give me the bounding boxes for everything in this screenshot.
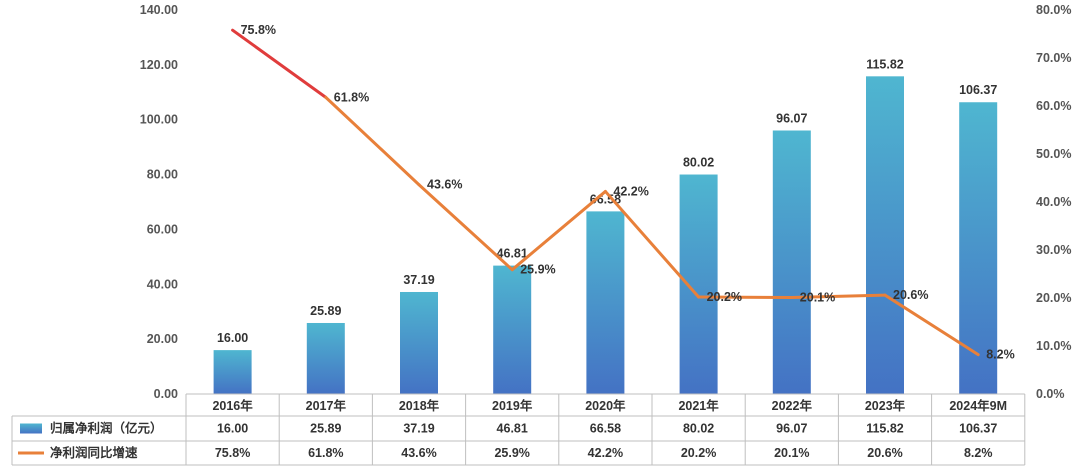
table-cell-value: 75.8%: [215, 446, 250, 460]
bar-data-label: 115.82: [866, 57, 904, 71]
right-axis-tick-label: 10.0%: [1036, 339, 1071, 353]
line-segment: [603, 189, 701, 299]
category-label: 2017年: [306, 398, 347, 413]
table-cell-value: 61.8%: [308, 446, 343, 460]
bar-data-label: 46.81: [497, 247, 528, 261]
bar: [772, 130, 811, 394]
category-label: 2018年: [399, 398, 440, 413]
bar-data-label: 66.58: [590, 192, 621, 206]
category-label: 2021年: [678, 398, 719, 413]
table-cell-value: 66.58: [590, 422, 621, 436]
bar-data-label: 25.89: [310, 304, 341, 318]
category-label: 2016年: [212, 398, 253, 413]
right-axis-tick-label: 80.0%: [1036, 3, 1071, 17]
category-label: 2020年: [585, 398, 626, 413]
left-axis-tick-label: 0.00: [154, 387, 178, 401]
line-data-label: 20.6%: [893, 288, 928, 302]
legend-bar-swatch: [20, 423, 42, 434]
table-cell-value: 16.00: [217, 422, 248, 436]
line-data-label: 61.8%: [334, 90, 369, 104]
category-label: 2023年: [865, 398, 906, 413]
bar: [586, 211, 625, 394]
right-axis: 0.0% 10.0% 20.0% 30.0% 40.0% 50.0% 60.0% 70.0% 8…: [1036, 3, 1071, 401]
left-axis-tick-label: 40.00: [147, 277, 178, 291]
category-label: 2024年9M: [949, 398, 1007, 413]
table-cell-value: 80.02: [683, 422, 714, 436]
table-cell-value: 96.07: [776, 422, 807, 436]
legend-series-name: 归属净利润（亿元）: [50, 421, 163, 436]
line-segment: [510, 189, 607, 272]
table-cell-value: 106.37: [959, 422, 997, 436]
line-data-label: 8.2%: [986, 348, 1015, 362]
table-cell-value: 43.6%: [401, 446, 436, 460]
table-cell-value: 25.89: [310, 422, 341, 436]
line-data-label: 75.8%: [241, 23, 276, 37]
data-table: 2016年 2017年 2018年 2019年 2020年 2021年 2022年 2023年…: [11, 393, 1026, 466]
left-axis-tick-label: 80.00: [147, 168, 178, 182]
right-axis-tick-label: 70.0%: [1036, 51, 1071, 65]
line-data-label: 20.2%: [707, 290, 742, 304]
line-segment: [790, 293, 887, 300]
bar-data-label: 37.19: [403, 273, 434, 287]
legend-series-name: 净利润同比增速: [50, 445, 138, 460]
table-cell-value: 25.9%: [494, 446, 529, 460]
line-segment: [231, 28, 328, 99]
category-label: 2022年: [772, 398, 813, 413]
bar-data-label: 106.37: [959, 83, 997, 97]
line-data-label: 42.2%: [613, 184, 648, 198]
left-axis-tick-label: 140.00: [140, 3, 178, 17]
table-cell-value: 20.1%: [774, 446, 809, 460]
category-label: 2019年: [492, 398, 533, 413]
bar: [679, 174, 718, 394]
table-cell-value: 8.2%: [964, 446, 993, 460]
line-data-label: 25.9%: [520, 263, 555, 277]
line-segment: [417, 183, 514, 272]
line-data-label: 20.1%: [800, 291, 835, 305]
right-axis-tick-label: 60.0%: [1036, 99, 1071, 113]
right-axis-tick-label: 30.0%: [1036, 243, 1071, 257]
table-cell-value: 46.81: [497, 422, 528, 436]
line-segment: [324, 95, 421, 187]
table-cell-value: 42.2%: [588, 446, 623, 460]
table-cell-value: 20.6%: [867, 446, 902, 460]
right-axis-tick-label: 0.0%: [1036, 387, 1065, 401]
right-axis-tick-label: 20.0%: [1036, 291, 1071, 305]
table-cell-value: 20.2%: [681, 446, 716, 460]
bar: [400, 291, 438, 394]
line-series: 75.8% 61.8% 43.6% 25.9% 42.2% 20.2% 20.1% 20.6%…: [231, 23, 1015, 362]
left-axis-tick-label: 20.00: [147, 332, 178, 346]
line-data-label: 43.6%: [427, 178, 462, 192]
bar: [306, 322, 345, 394]
bar-data-label: 96.07: [776, 111, 807, 125]
bar: [866, 76, 904, 394]
left-axis-tick-label: 60.00: [147, 222, 178, 236]
bar: [493, 265, 532, 394]
right-axis-tick-label: 50.0%: [1036, 147, 1071, 161]
line-segment: [883, 293, 980, 357]
left-axis-tick-label: 100.00: [140, 113, 178, 127]
bar-data-label: 80.02: [683, 156, 714, 170]
bar-series: 16.00 25.89 37.19 46.81 66.58 80.02 96.07 115.8…: [213, 57, 997, 395]
bar-data-label: 16.00: [217, 331, 248, 345]
bar: [213, 350, 252, 394]
left-axis: 0.00 20.00 40.00 60.00 80.00 100.00 120.00 140.…: [140, 3, 178, 401]
table-cell-value: 115.82: [866, 422, 904, 436]
right-axis-tick-label: 40.0%: [1036, 195, 1071, 209]
table-cell-value: 37.19: [403, 422, 434, 436]
left-axis-tick-label: 120.00: [140, 58, 178, 72]
